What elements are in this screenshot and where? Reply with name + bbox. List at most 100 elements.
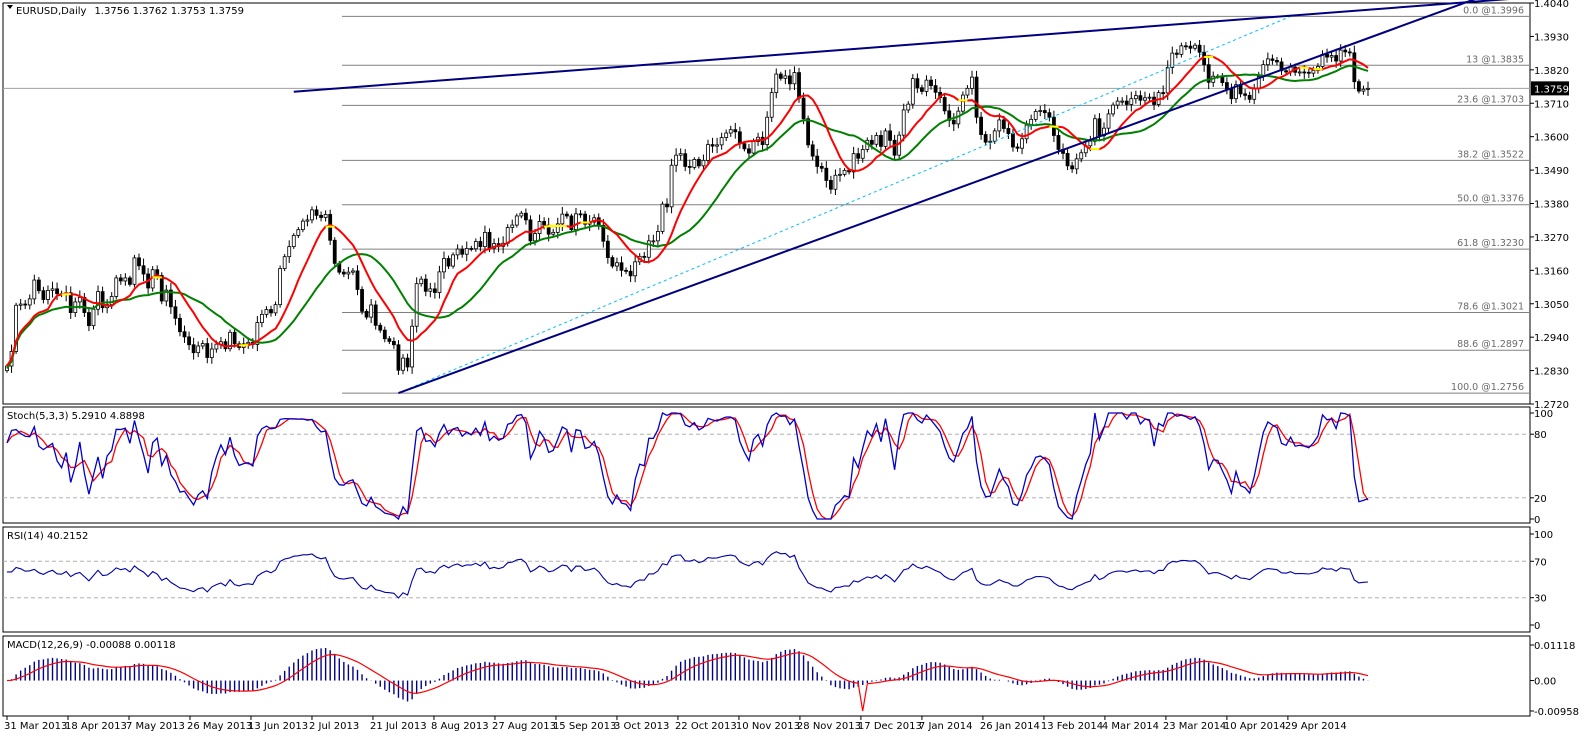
candle-bear (319, 214, 323, 218)
candle-bull (910, 78, 915, 105)
rsi-axis-tick-label: 70 (1534, 557, 1547, 568)
candle-bear (1047, 112, 1052, 118)
candle-bear (583, 213, 587, 225)
time-tick-label: 15 Sep 2013 (553, 721, 616, 732)
candle-bull (615, 262, 619, 267)
candle-bull (706, 144, 710, 161)
candle-bull (296, 229, 301, 236)
candle-bull (1361, 88, 1366, 92)
candle-bull (1366, 87, 1370, 90)
candle-bull (209, 348, 214, 358)
candle-bear (979, 116, 983, 135)
stoch-pane[interactable]: 100 80 20 0 Stoch(5,3,3) 5.2910 4.8898 (2, 406, 1553, 526)
candle-bear (915, 78, 920, 89)
fib-level-label: 61.8 @1.3230 (1457, 238, 1524, 249)
candle-bear (396, 344, 401, 371)
candle-bear (578, 213, 583, 216)
candle-bear (387, 338, 392, 342)
candle-bull (18, 303, 23, 306)
candle-bull (1311, 70, 1316, 74)
macd-pane[interactable]: 0.01118 0.00 -0.00958 MACD(12,26,9) -0.0008… (2, 635, 1579, 718)
rsi-axis-tick-label: 100 (1534, 530, 1553, 541)
macd-axis-tick-label: 0.00 (1534, 677, 1556, 688)
symbol-name: EURUSD,Daily (16, 6, 87, 17)
candle-bear (542, 221, 547, 226)
candle-bull (1024, 124, 1029, 140)
candle-bear (929, 79, 933, 87)
time-tick-label: 13 Feb 2014 (1041, 721, 1103, 732)
candle-bear (1188, 45, 1193, 49)
candle-bear (173, 306, 178, 319)
candle-bear (778, 73, 783, 79)
candle-bull (1020, 138, 1024, 149)
candle-bear (1356, 81, 1361, 92)
candle-bear (942, 97, 947, 112)
candle-bull (883, 130, 888, 147)
time-tick-label: 29 Apr 2014 (1285, 721, 1347, 732)
macd-title: MACD(12,26,9) -0.00088 0.00118 (7, 640, 176, 651)
candle-bear (892, 139, 897, 156)
candle-bull (437, 271, 442, 293)
candle-bear (1224, 82, 1229, 90)
upper-channel-trendline[interactable] (293, 0, 1530, 93)
candle-bear (610, 257, 615, 267)
collapse-triangle-icon[interactable] (7, 5, 13, 9)
candle-bull (719, 137, 724, 146)
candle-bull (1115, 100, 1120, 106)
price-pane[interactable]: 0.0 @1.3996 13 @1.3835 23.6 @1.3703 38.2 @1… (2, 0, 1569, 411)
candle-bull (96, 291, 100, 310)
candle-bull (510, 224, 515, 228)
candle-bear (1306, 71, 1311, 74)
candle-bear (733, 129, 738, 133)
price-axis-tick-label: 1.3270 (1534, 233, 1569, 244)
candle-bear (423, 278, 428, 292)
candle-bear (596, 217, 601, 226)
candle-bull (32, 279, 37, 300)
candle-bull (1133, 95, 1138, 100)
candle-bear (1124, 100, 1129, 105)
candle-bull (1111, 104, 1115, 115)
candle-bear (524, 212, 528, 221)
candle-bull (264, 309, 269, 315)
candle-bear (747, 148, 751, 154)
time-tick-label: 26 Jan 2014 (980, 721, 1040, 732)
candle-bear (269, 309, 273, 314)
candle-bear (824, 167, 829, 181)
symbol-ohlc: 1.3756 1.3762 1.3753 1.3759 (94, 6, 244, 17)
candle-bull (278, 268, 283, 306)
candle-bear (828, 180, 833, 190)
candle-bull (1120, 100, 1125, 103)
candle-bear (642, 255, 647, 258)
candle-bear (683, 153, 688, 167)
candle-bull (473, 241, 478, 250)
candle-bull (255, 322, 260, 345)
candle-bear (528, 219, 533, 242)
candle-bull (924, 79, 929, 92)
time-tick-label: 26 May 2013 (187, 721, 252, 732)
candle-bull (401, 357, 405, 371)
stoch-main-line (6, 412, 1369, 521)
candle-bull (833, 174, 838, 190)
candle-bull (246, 341, 251, 345)
lower-trendline[interactable] (398, 0, 1530, 395)
candle-bull (109, 296, 114, 306)
candle-bull (228, 331, 232, 350)
candle-bull (669, 164, 674, 208)
candle-bear (178, 317, 182, 333)
candle-bear (983, 134, 988, 143)
candle-bull (305, 219, 310, 222)
candle-bull (646, 240, 651, 258)
candle-bear (1247, 94, 1252, 100)
time-tick-label: 31 Mar 2013 (4, 721, 67, 732)
rsi-pane[interactable]: 100 70 30 0 RSI(14) 40.2152 (2, 526, 1553, 633)
candle-bull (1165, 67, 1170, 94)
candle-bull (874, 135, 879, 145)
candle-bull (1170, 52, 1175, 68)
current-price-label: 1.3759 (1534, 84, 1569, 95)
candle-bear (1243, 93, 1248, 96)
candle-bull (132, 257, 137, 285)
candle-bear (332, 239, 337, 264)
candle-bear (187, 336, 191, 346)
candle-bear (569, 215, 574, 231)
ma-slow-line (6, 64, 1369, 370)
